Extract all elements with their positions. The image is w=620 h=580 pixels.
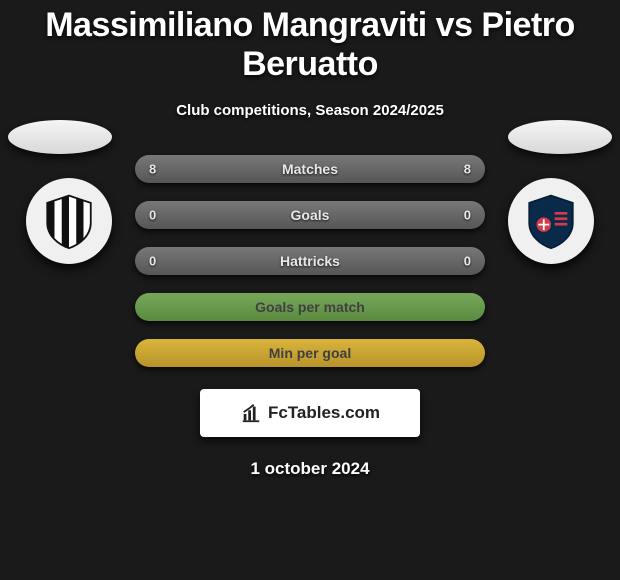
cesena-shield-icon: [40, 192, 98, 250]
stat-row-hattricks: 0 Hattricks 0: [135, 247, 485, 275]
stat-row-mpg: Min per goal: [135, 339, 485, 367]
stat-right: 0: [464, 254, 471, 269]
stat-label: Matches: [282, 161, 338, 177]
date-text: 1 october 2024: [0, 459, 620, 479]
chart-bars-icon: [240, 402, 262, 424]
stat-row-goals: 0 Goals 0: [135, 201, 485, 229]
stat-label: Min per goal: [269, 345, 351, 361]
stat-label: Hattricks: [280, 253, 340, 269]
stat-row-gpm: Goals per match: [135, 293, 485, 321]
stat-row-matches: 8 Matches 8: [135, 155, 485, 183]
stat-left: 0: [149, 208, 156, 223]
stat-right: 8: [464, 162, 471, 177]
stat-left: 8: [149, 162, 156, 177]
stat-left: 0: [149, 254, 156, 269]
stat-label: Goals: [291, 207, 330, 223]
brand-card: FcTables.com: [200, 389, 420, 437]
brand-text: FcTables.com: [268, 403, 380, 423]
page-title: Massimiliano Mangraviti vs Pietro Beruat…: [0, 6, 620, 84]
stat-right: 0: [464, 208, 471, 223]
club-badge-left: [26, 178, 112, 264]
flag-left: [8, 120, 112, 154]
subtitle: Club competitions, Season 2024/2025: [0, 102, 620, 119]
club-badge-right: [508, 178, 594, 264]
h2h-card: Massimiliano Mangraviti vs Pietro Beruat…: [0, 0, 620, 580]
flag-right: [508, 120, 612, 154]
pisa-shield-icon: [522, 192, 580, 250]
stat-label: Goals per match: [255, 299, 365, 315]
